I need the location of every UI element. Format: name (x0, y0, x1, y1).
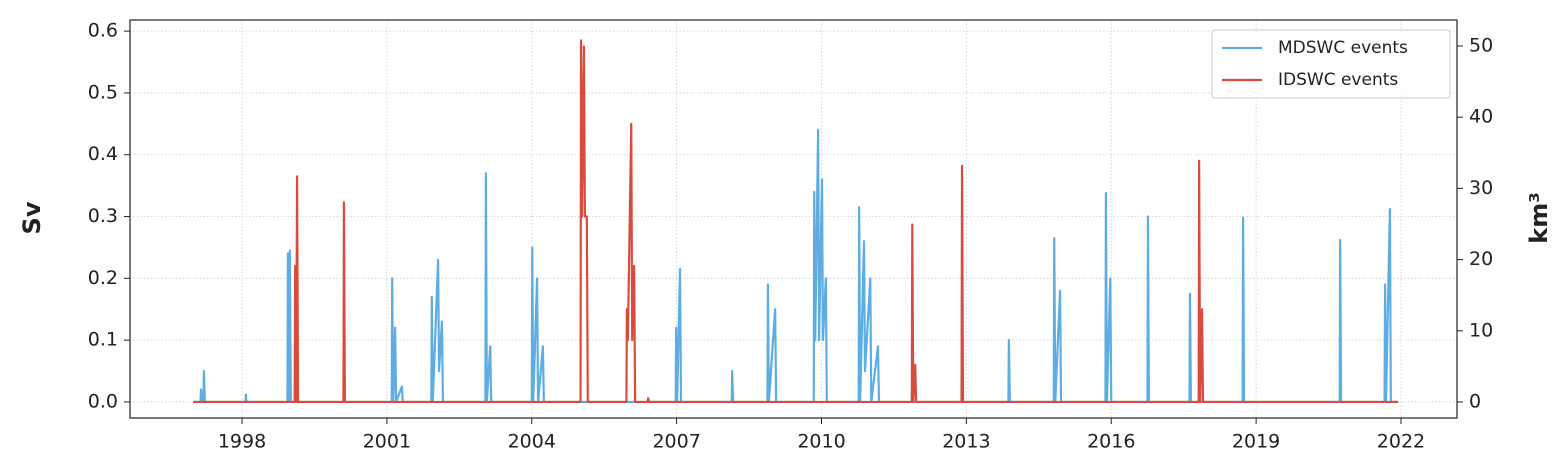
x-tick-label: 2001 (363, 431, 411, 453)
y-tick-label: 0.2 (88, 267, 118, 289)
y2-tick-label: 20 (1469, 248, 1493, 270)
x-tick-label: 2007 (652, 431, 700, 453)
x-tick-label: 2022 (1377, 431, 1425, 453)
y2-tick-label: 40 (1469, 106, 1493, 128)
y-tick-label: 0.0 (88, 390, 118, 412)
y-tick-label: 0.6 (88, 20, 118, 42)
legend-label: IDSWC events (1278, 70, 1398, 90)
x-tick-label: 2004 (508, 431, 556, 453)
series-line (193, 39, 1399, 404)
y2-tick-label: 10 (1469, 319, 1493, 341)
x-tick-label: 2013 (942, 431, 990, 453)
x-tick-label: 2019 (1232, 431, 1280, 453)
y-axis-label: Sv (18, 201, 46, 234)
y-tick-label: 0.3 (88, 205, 118, 227)
x-tick-label: 1998 (218, 431, 266, 453)
legend-box (1211, 29, 1451, 99)
legend-label: MDSWC events (1278, 38, 1408, 58)
series-line (193, 128, 1399, 404)
y-tick-label: 0.5 (88, 81, 118, 103)
y-tick-label: 0.1 (88, 329, 118, 351)
y-tick-label: 0.4 (88, 143, 118, 165)
x-tick-label: 2010 (797, 431, 845, 453)
plot-frame (129, 19, 1458, 419)
y2-axis-label: km³ (1525, 192, 1553, 243)
y2-tick-label: 50 (1469, 34, 1493, 56)
y2-tick-label: 30 (1469, 177, 1493, 199)
x-tick-label: 2016 (1087, 431, 1135, 453)
y2-tick-label: 0 (1469, 390, 1481, 412)
legend: MDSWC events IDSWC events (1211, 29, 1451, 99)
